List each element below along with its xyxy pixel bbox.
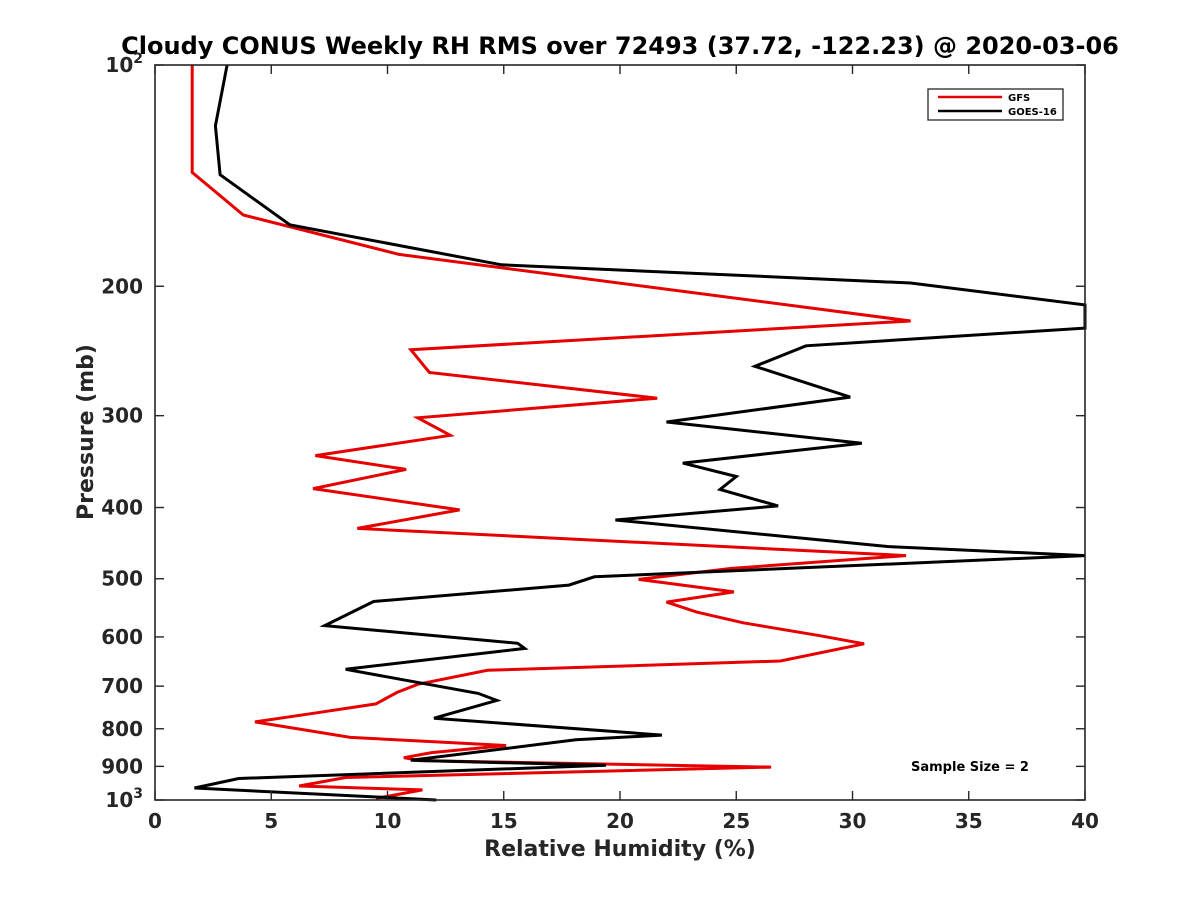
y-tick-label: 700 [101,674,143,698]
y-tick-label: 500 [101,567,143,591]
y-tick-label: 600 [101,625,143,649]
y-tick-label: 800 [101,717,143,741]
x-tick-label: 5 [264,809,278,833]
legend: GFS GOES-16 [927,88,1064,121]
y-axis-label: Pressure (mb) [74,344,99,520]
y-tick-label: 200 [101,274,143,298]
plot-axes-box [154,64,1086,801]
y-tick-label: 400 [101,496,143,520]
x-tick-label: 40 [1071,809,1099,833]
x-axis: 0 5 10 15 20 25 30 35 40 [148,65,1099,833]
x-axis-label: Relative Humidity (%) [484,837,756,862]
x-tick-label: 20 [606,809,634,833]
y-tick-label: 900 [101,754,143,778]
x-tick-label: 30 [839,809,867,833]
legend-box [927,88,1064,121]
series-line-gfs [190,65,911,800]
x-tick-label: 25 [722,809,750,833]
y-tick-label: 102 [105,51,143,77]
legend-label-goes16: GOES-16 [1008,107,1057,118]
x-tick-label: 10 [374,809,402,833]
x-tick-label: 15 [490,809,518,833]
series-line-goes16 [194,64,1087,802]
x-tick-label: 35 [955,809,983,833]
plot-series-group [190,64,1087,802]
legend-label-gfs: GFS [1008,93,1030,104]
y-tick-label: 103 [105,786,143,812]
x-tick-label: 0 [148,809,162,833]
y-tick-label: 300 [101,404,143,428]
sample-size-annotation: Sample Size = 2 [911,760,1029,775]
y-axis: 102 200 300 400 500 600 700 800 900 103 [101,51,1085,812]
chart-title: Cloudy CONUS Weekly RH RMS over 72493 (3… [121,32,1119,60]
